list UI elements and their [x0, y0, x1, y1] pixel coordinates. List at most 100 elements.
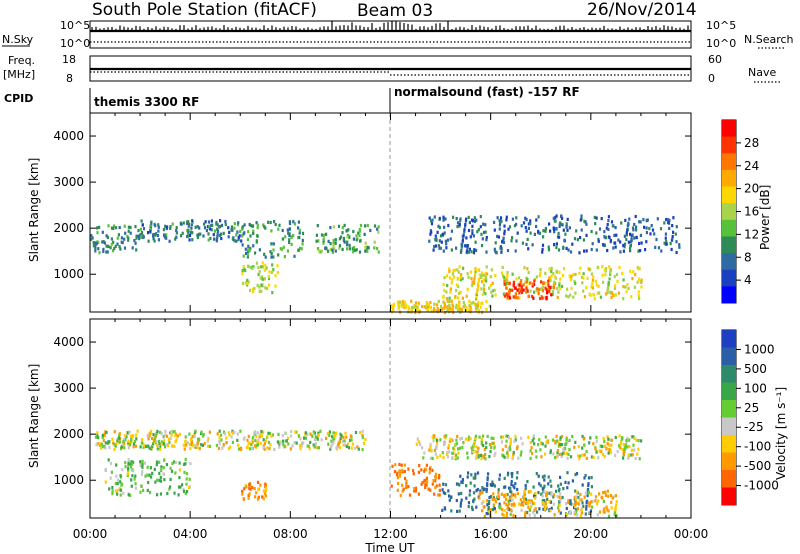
power-cell — [591, 278, 594, 282]
velocity-cell — [498, 473, 501, 477]
power-cell — [364, 224, 367, 228]
power-cell — [527, 222, 530, 226]
power-cell — [444, 217, 447, 221]
power-cell — [262, 223, 265, 227]
power-cell — [364, 249, 367, 253]
velocity-cell — [435, 476, 438, 480]
velocity-cell — [581, 501, 584, 505]
velocity-cell — [560, 443, 564, 447]
velocity-cell — [557, 506, 560, 510]
velocity-cell — [492, 436, 495, 441]
velocity-cell — [215, 443, 218, 448]
power-cell — [454, 295, 457, 299]
power-cell — [264, 255, 267, 259]
power-cell — [458, 304, 461, 308]
power-cell — [493, 288, 496, 292]
velocity-cell — [506, 504, 509, 508]
power-cell — [448, 276, 451, 280]
power-cell — [595, 283, 598, 287]
velocity-cell — [230, 435, 233, 439]
velocity-cell — [96, 431, 99, 435]
velocity-cell — [397, 481, 400, 486]
velocity-cell — [478, 496, 481, 500]
power-cell — [276, 270, 279, 275]
velocity-cell — [514, 438, 517, 442]
velocity-cell — [554, 456, 557, 460]
power-cell — [611, 291, 614, 295]
power-cell — [545, 295, 548, 300]
power-cell — [578, 251, 581, 255]
power-cell — [627, 286, 630, 291]
velocity-cell — [483, 447, 486, 452]
velocity-cell — [312, 443, 315, 447]
velocity-cell — [498, 502, 501, 506]
velocity-cell — [342, 435, 345, 439]
velocity-cell — [304, 431, 307, 435]
velocity-cell — [309, 440, 312, 444]
power-cell — [485, 300, 488, 304]
velocity-cell — [528, 513, 531, 517]
velocity-cell — [609, 451, 612, 455]
power-cell — [578, 271, 581, 275]
power-cell — [318, 249, 321, 253]
power-cell — [334, 238, 337, 242]
colorbar-tick-label: 100 — [744, 381, 767, 395]
power-cell — [366, 223, 369, 228]
velocity-cell — [430, 448, 433, 453]
power-cell — [566, 228, 569, 232]
beam-title: Beam 03 — [357, 1, 433, 21]
velocity-cell — [545, 440, 548, 444]
power-cell — [470, 307, 473, 311]
velocity-cell — [619, 442, 622, 446]
velocity-cell — [494, 500, 498, 504]
velocity-cell — [579, 514, 582, 518]
velocity-cell — [150, 429, 153, 433]
power-cell — [332, 225, 335, 229]
velocity-cell — [506, 455, 509, 459]
power-cell — [257, 265, 260, 270]
velocity-cell — [113, 447, 116, 451]
power-cell — [465, 251, 468, 255]
velocity-cell — [159, 447, 162, 451]
power-cell — [219, 219, 222, 223]
power-cell — [490, 290, 493, 294]
power-cell — [297, 220, 300, 224]
velocity-cell — [602, 499, 605, 503]
power-cell — [605, 235, 608, 239]
velocity-cell — [480, 457, 483, 461]
power-cell — [498, 227, 501, 231]
power-cell — [265, 266, 268, 270]
velocity-cell — [347, 446, 350, 450]
velocity-cell — [540, 441, 543, 445]
power-cell — [477, 282, 480, 286]
velocity-cell — [283, 445, 286, 449]
power-cell — [186, 234, 189, 239]
power-cell — [332, 238, 335, 242]
velocity-cell — [325, 436, 328, 440]
power-cell — [675, 240, 678, 244]
velocity-cell — [441, 488, 444, 492]
power-cell — [512, 295, 515, 299]
power-cell — [413, 306, 416, 310]
velocity-cell — [359, 431, 362, 435]
velocity-cell — [455, 498, 458, 503]
power-cell — [526, 289, 529, 293]
velocity-cell — [537, 491, 540, 495]
power-colorbar-label: Power [dB] — [758, 185, 772, 250]
velocity-cell — [493, 484, 496, 488]
velocity-cell — [564, 447, 567, 451]
power-cell — [514, 295, 517, 299]
power-cell — [434, 238, 437, 242]
power-cell — [597, 239, 600, 243]
velocity-cell — [394, 463, 397, 467]
velocity-cell — [156, 429, 159, 433]
velocity-cell — [127, 463, 130, 467]
power-cell — [253, 286, 256, 291]
velocity-cell — [565, 451, 568, 455]
power-cell — [398, 302, 401, 306]
velocity-cell — [150, 447, 153, 451]
power-cell — [532, 296, 535, 300]
power-cell — [461, 296, 464, 300]
velocity-cell — [527, 490, 530, 494]
velocity-cell — [149, 431, 152, 435]
